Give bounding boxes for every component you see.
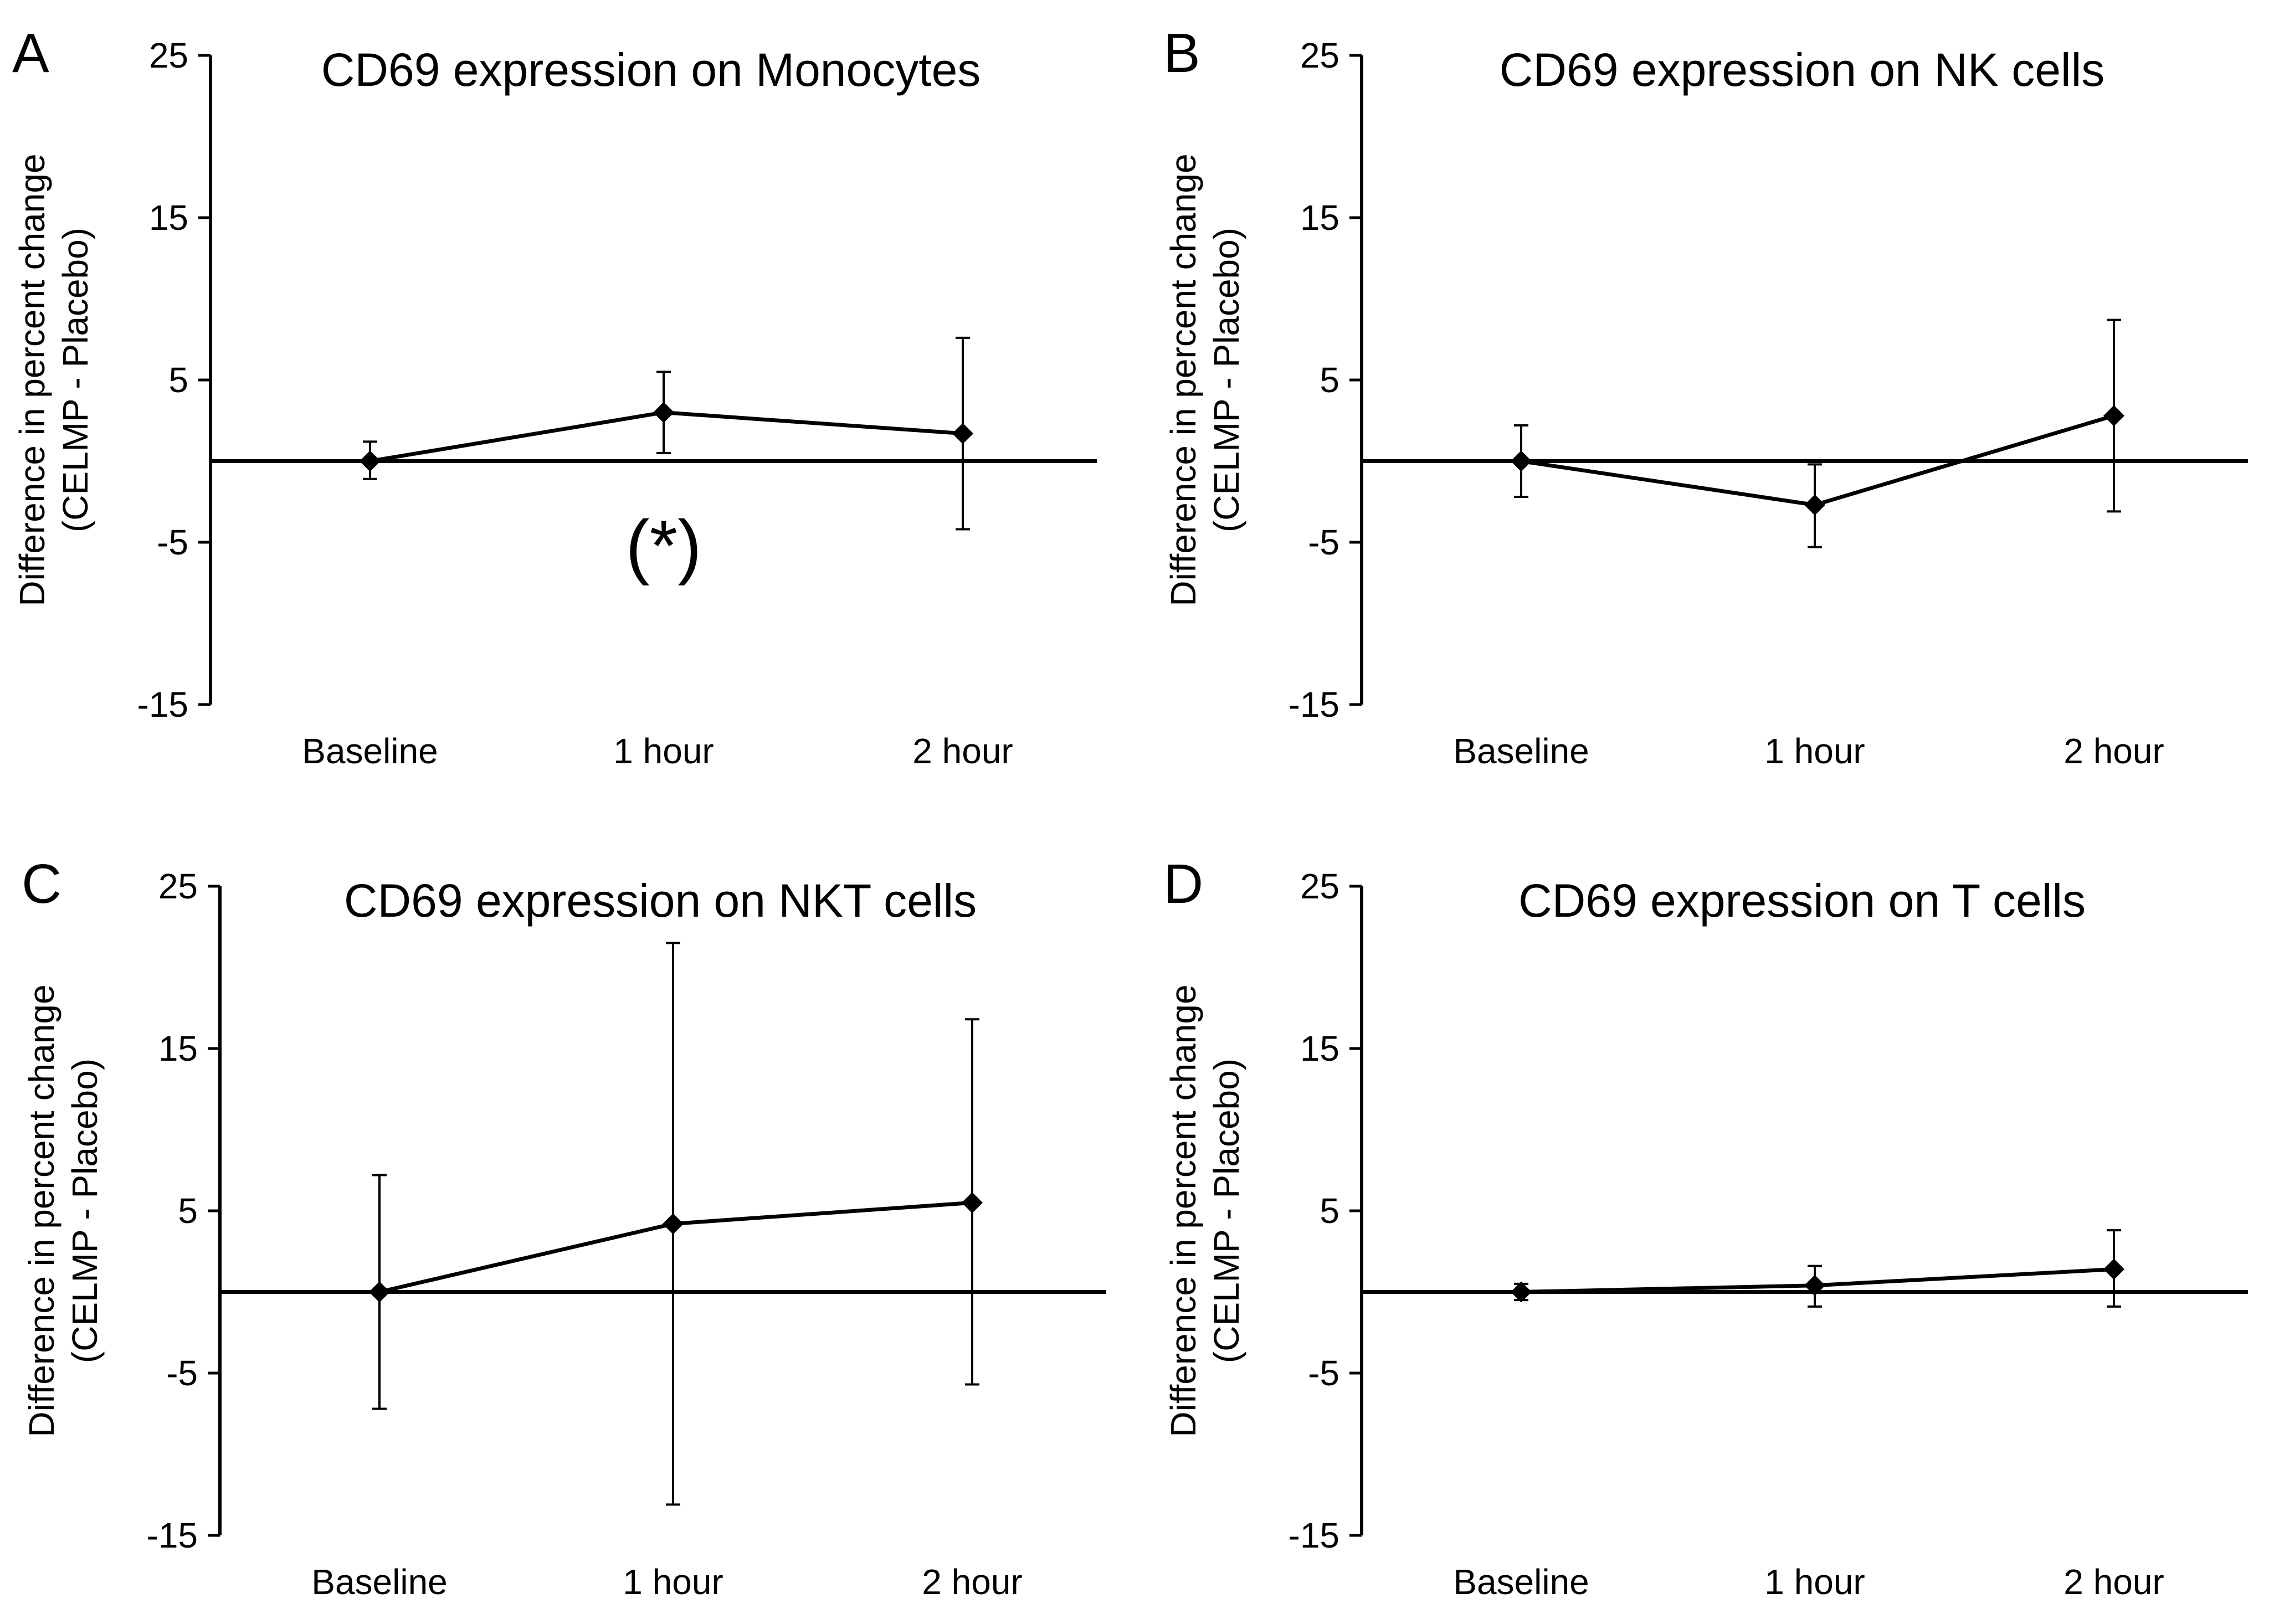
x-category-label: 1 hour [623,1562,723,1602]
y-tick-label: -5 [1308,522,1339,562]
y-tick-label: -5 [166,1353,198,1393]
y-tick-label: 15 [1300,198,1339,238]
x-category-label: 1 hour [1764,731,1865,771]
x-category-label: Baseline [302,731,438,771]
y-tick-label: 5 [1320,360,1339,400]
data-point-marker [1804,494,1825,516]
chart-panel-d: D CD69 expression on T cells 25 15 5 -5 -15 Dif… [1163,853,2248,1602]
chart-title: CD69 expression on NK cells [1500,44,2105,96]
chart-panel-a: A CD69 expression on Monocytes 25 15 5 -5 -15 D… [12,22,1097,771]
y-tick-label: -5 [157,522,188,562]
y-tick-label: -15 [137,685,189,724]
chart-title: CD69 expression on T cells [1518,875,2086,927]
x-category-label: 2 hour [912,731,1013,771]
y-axis-title-line1: Difference in percent change [1163,984,1203,1437]
y-axis-title-line1: Difference in percent change [1163,153,1203,606]
y-axis-title-line2: (CELMP - Placebo) [1207,228,1246,532]
panel-letter: C [22,853,61,915]
chart-title: CD69 expression on NKT cells [344,875,977,927]
y-tick-label: 25 [158,866,198,906]
y-tick-label: 15 [149,198,188,238]
x-category-label: Baseline [1453,1562,1589,1602]
y-axis-title-line2: (CELMP - Placebo) [55,228,95,532]
panel-letter: B [1163,22,1200,84]
chart-title: CD69 expression on Monocytes [321,44,981,96]
y-tick-label: 5 [168,360,188,400]
data-point-marker [653,402,674,423]
y-axis-title-line1: Difference in percent change [12,153,52,606]
y-tick-label: 15 [1300,1029,1339,1068]
data-point-marker [1804,1274,1825,1296]
y-tick-label: 25 [1300,35,1339,75]
y-tick-label: -15 [147,1515,198,1555]
chart-panel-b: B CD69 expression on NK cells 25 15 5 -5 -15 Di… [1163,22,2248,771]
x-category-label: 2 hour [2064,731,2164,771]
panel-letter: A [12,22,49,84]
panel-letter: D [1163,853,1203,915]
y-tick-label: 5 [1320,1191,1339,1231]
data-point-marker [2103,1258,2124,1280]
y-tick-label: 25 [149,35,188,75]
y-tick-label: -15 [1289,685,1340,724]
data-point-marker [1511,450,1532,472]
data-point-marker [2103,405,2124,426]
x-category-label: 1 hour [613,731,714,771]
y-tick-label: -5 [1308,1353,1339,1393]
x-category-label: 2 hour [922,1562,1022,1602]
data-point-marker [962,1192,983,1214]
data-point-marker [369,1281,390,1303]
x-category-label: 2 hour [2064,1562,2164,1602]
significance-annotation: (*) [625,505,701,586]
data-point-marker [952,423,973,444]
y-tick-label: 15 [158,1029,198,1068]
y-axis-title-line2: (CELMP - Placebo) [1207,1058,1246,1363]
data-point-marker [1511,1281,1532,1303]
x-category-label: 1 hour [1764,1562,1865,1602]
chart-panel-c: C CD69 expression on NKT cells 25 15 5 -5 -15 D… [22,853,1106,1602]
y-axis-title-line2: (CELMP - Placebo) [65,1058,105,1363]
x-category-label: Baseline [1453,731,1589,771]
y-axis-title-line1: Difference in percent change [22,984,61,1437]
data-point-marker [360,450,381,472]
y-tick-label: 25 [1300,866,1339,906]
data-point-marker [663,1213,684,1235]
y-tick-label: -15 [1289,1515,1340,1555]
y-tick-label: 5 [178,1191,198,1231]
x-category-label: Baseline [311,1562,448,1602]
